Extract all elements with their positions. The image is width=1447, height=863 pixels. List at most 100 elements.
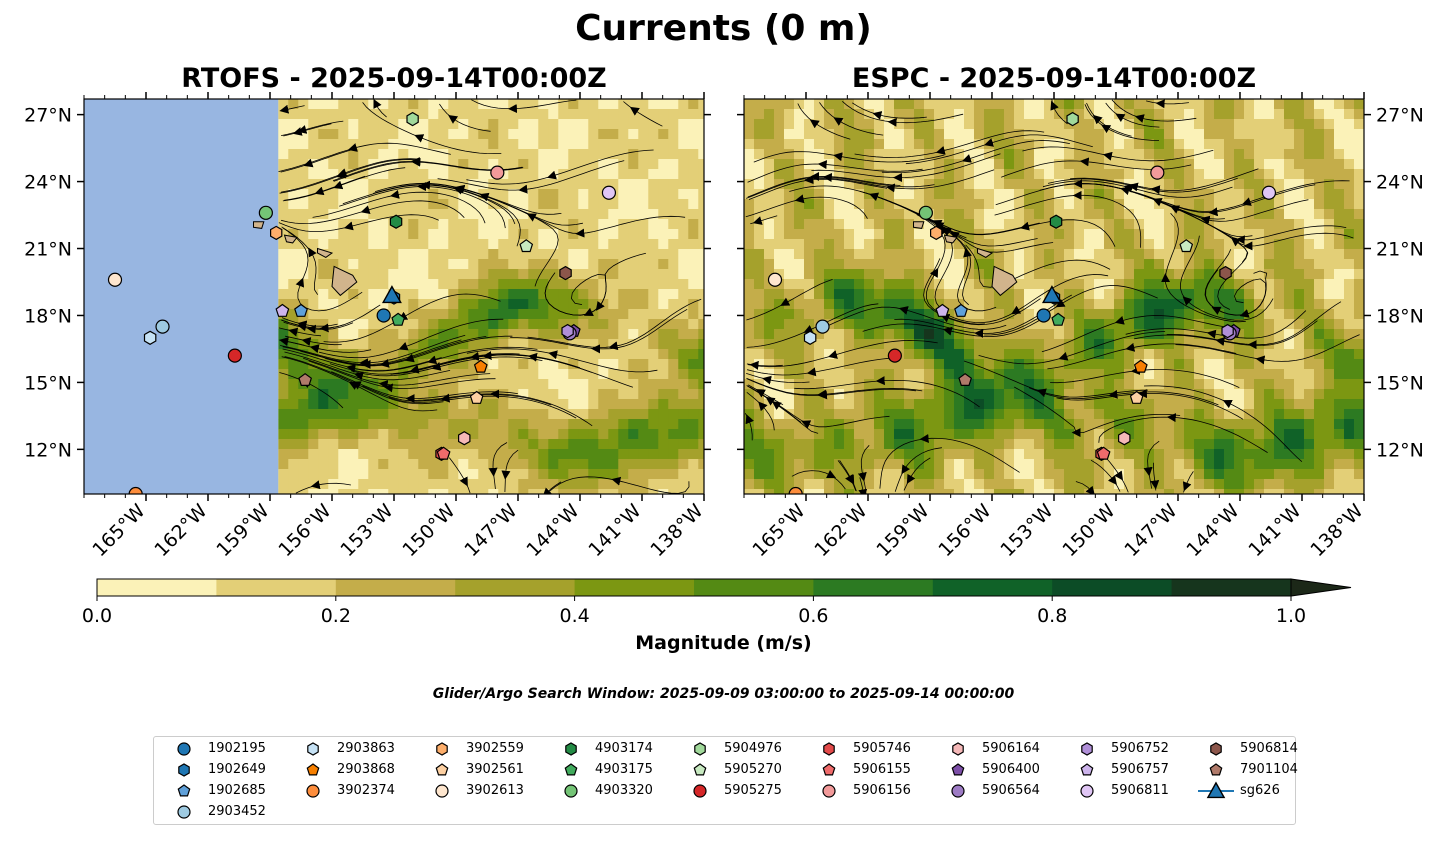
- platform-3902613: [767, 272, 783, 287]
- lat-tick-label: 15°N: [1376, 372, 1424, 394]
- legend-label: 2903863: [337, 741, 395, 756]
- platform-3902374: [128, 486, 143, 494]
- legend-marker-5906564: [951, 784, 965, 798]
- legend-marker-icon: [952, 742, 964, 756]
- legend-marker-5905275: [693, 784, 707, 798]
- legend-label: 5905270: [724, 762, 782, 777]
- legend-marker-icon: [1081, 742, 1093, 756]
- legend-label: 5906564: [982, 783, 1040, 798]
- platform-5905270: [519, 239, 534, 253]
- legend-marker-icon: [1080, 763, 1094, 776]
- platform-5906156: [1150, 165, 1165, 180]
- colorbar-extend-arrow: [1290, 578, 1352, 597]
- platform-4903174: [1049, 214, 1063, 229]
- legend-label: 5906400: [982, 762, 1040, 777]
- colorbar-segment: [694, 579, 814, 596]
- lon-tick-label: 156°W: [934, 500, 995, 561]
- lat-tick-label: 24°N: [24, 172, 72, 194]
- legend-label: 7901104: [1240, 762, 1298, 777]
- platform-2903863: [143, 330, 157, 345]
- legend-marker-icon: [177, 784, 191, 797]
- legend-marker-icon: [951, 763, 965, 776]
- island-maui: [317, 247, 334, 258]
- lat-tick-label: 18°N: [1376, 305, 1424, 327]
- legend-marker-5906156: [822, 784, 836, 798]
- platform-3902559: [929, 225, 943, 241]
- rtofs-nodata-region: [84, 99, 279, 494]
- lon-tick-label: 159°W: [212, 500, 273, 561]
- legend-marker-2903868: [306, 763, 320, 776]
- lat-tick-label: 21°N: [1376, 239, 1424, 261]
- colorbar-label: Magnitude (m/s): [635, 632, 812, 654]
- platform-3902561: [469, 390, 484, 404]
- legend-label: 5906757: [1111, 762, 1169, 777]
- legend-marker-icon: [1198, 781, 1234, 799]
- colorbar-segment: [455, 579, 576, 596]
- platform-5905275: [227, 348, 242, 363]
- island-oahu: [283, 234, 298, 244]
- legend-marker-icon: [564, 784, 578, 798]
- legend-marker-3902613: [435, 784, 449, 798]
- lat-tick-label: 18°N: [24, 305, 72, 327]
- lon-tick-label: 144°W: [1182, 500, 1243, 561]
- legend-label: 1902685: [208, 783, 266, 798]
- lon-tick-label: 144°W: [522, 500, 583, 561]
- island-kauai: [913, 221, 925, 229]
- platform-5906155: [436, 446, 451, 460]
- legend-marker-icon: [822, 763, 836, 776]
- legend-marker-icon: [306, 763, 320, 776]
- platform-1902685: [294, 303, 308, 317]
- legend-marker-5906757: [1080, 763, 1094, 776]
- legend-label: 3902613: [466, 783, 524, 798]
- platform-5906156: [490, 165, 505, 180]
- platform-5906752: [1221, 323, 1234, 339]
- lat-tick-label: 12°N: [1376, 439, 1424, 461]
- platform-2903868: [1133, 359, 1148, 373]
- lat-tick-label: 27°N: [1376, 105, 1424, 127]
- legend-label: 5904976: [724, 741, 782, 756]
- platform-4903320: [918, 205, 933, 220]
- colorbar-segment: [97, 579, 217, 596]
- lat-tick-label: 24°N: [1376, 172, 1424, 194]
- colorbar-tick-label: 0.6: [798, 605, 828, 627]
- legend-marker-icon: [177, 742, 191, 756]
- colorbar-segment: [574, 579, 695, 596]
- lon-tick-label: 159°W: [872, 500, 933, 561]
- legend-marker-3902374: [306, 784, 320, 798]
- platform-1902195: [1036, 308, 1051, 323]
- legend-marker-2903452: [177, 805, 191, 819]
- legend-marker-icon: [694, 742, 706, 756]
- legend-label: sg626: [1240, 783, 1280, 798]
- legend-label: 4903175: [595, 762, 653, 777]
- lat-tick-label: 15°N: [24, 372, 72, 394]
- lat-tick-label: 12°N: [24, 439, 72, 461]
- legend-label: 2903868: [337, 762, 395, 777]
- colorbar-segment: [932, 579, 1053, 596]
- lon-tick-label: 162°W: [150, 500, 211, 561]
- platform-3902561: [1129, 390, 1144, 404]
- espc-streamlines: [744, 99, 1360, 494]
- legend-label: 5906156: [853, 783, 911, 798]
- legend-label: 5905275: [724, 783, 782, 798]
- legend-marker-5906814: [1210, 742, 1222, 756]
- legend-marker-1902195: [177, 742, 191, 756]
- colorbar-frame: [96, 578, 1292, 597]
- legend-marker-5906752: [1081, 742, 1093, 756]
- espc-map-panel: 165°W 162°W 159°W 156°W 153°W 150°W 147°W 144°W…: [737, 92, 1424, 561]
- legend-marker-icon: [951, 784, 965, 798]
- colorbar-tick-label: 1.0: [1276, 605, 1306, 627]
- legend-marker-4903175: [564, 763, 578, 776]
- lon-tick-label: 156°W: [274, 500, 335, 561]
- legend-marker-5905746: [823, 742, 835, 756]
- legend-marker-icon: [565, 742, 577, 756]
- colorbar-segment: [335, 579, 456, 596]
- legend-marker-icon: [1210, 742, 1222, 756]
- legend-marker-1902649: [178, 763, 190, 777]
- island-oahu: [943, 234, 958, 244]
- rtofs-streamlines: [278, 99, 702, 494]
- platform-5906814: [559, 265, 572, 281]
- legend-label: 3902559: [466, 741, 524, 756]
- legend-marker-1902685: [177, 784, 191, 797]
- legend-marker-icon: [436, 742, 448, 756]
- lon-tick-label: 141°W: [1244, 500, 1305, 561]
